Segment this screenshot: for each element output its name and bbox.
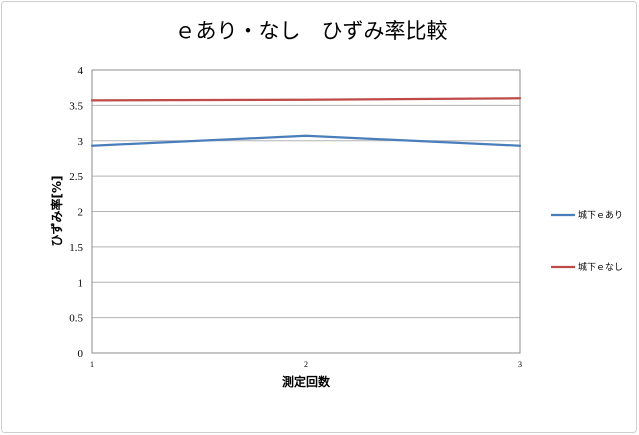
x-axis-label: 測定回数 bbox=[282, 374, 331, 389]
y-axis-label: ひずみ率[%] bbox=[49, 176, 64, 247]
legend-label: 城下ｅなし bbox=[578, 262, 623, 273]
legend-item: 城下ｅなし bbox=[551, 262, 623, 273]
y-tick-label: 4 bbox=[78, 65, 84, 77]
y-tick-label: 2 bbox=[78, 207, 84, 219]
chart-title: ｅあり・なし ひずみ率比較 bbox=[175, 19, 448, 43]
x-tick-label: 1 bbox=[90, 360, 94, 369]
y-tick-label: 2.5 bbox=[69, 171, 83, 183]
x-tick-label: 3 bbox=[518, 360, 522, 369]
legend-label: 城下ｅあり bbox=[578, 210, 623, 221]
series-line-1 bbox=[90, 134, 522, 147]
series-line-2 bbox=[90, 97, 522, 102]
y-tick-label: 0.5 bbox=[69, 313, 83, 325]
legend-item: 城下ｅあり bbox=[551, 210, 623, 221]
y-tick-label: 0 bbox=[78, 348, 84, 360]
y-tick-label: 1 bbox=[78, 277, 84, 289]
y-tick-label: 3.5 bbox=[69, 100, 83, 112]
y-axis-ticks: 0 0.5 1 1.5 2 2.5 3 3.5 4 bbox=[69, 65, 83, 360]
series bbox=[90, 97, 522, 147]
x-tick-label: 2 bbox=[304, 360, 308, 369]
x-axis-ticks: 1 2 3 bbox=[90, 360, 522, 369]
y-tick-label: 3 bbox=[78, 136, 84, 148]
plot-area bbox=[91, 69, 521, 354]
y-tick-label: 1.5 bbox=[69, 242, 83, 254]
